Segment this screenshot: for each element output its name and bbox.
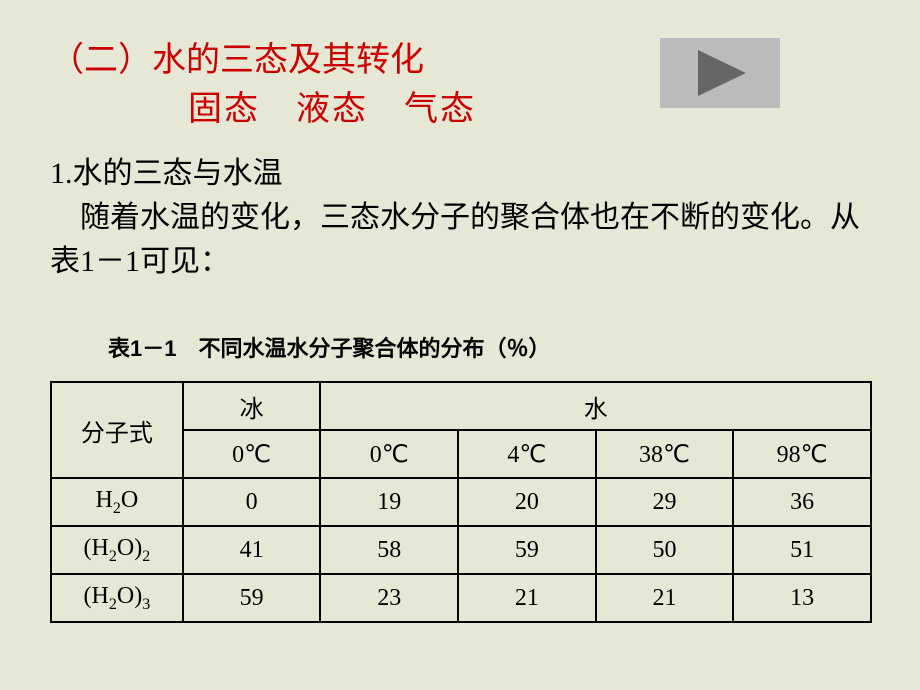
value-cell: 51 [733,526,871,574]
table-row: H2O 0 19 20 29 36 [51,478,871,526]
value-cell: 13 [733,574,871,622]
value-cell: 58 [320,526,458,574]
temp-4: 98℃ [733,430,871,478]
table-row: (H2O)2 41 58 59 50 51 [51,526,871,574]
value-cell: 20 [458,478,596,526]
temp-0: 0℃ [183,430,321,478]
temp-2: 4℃ [458,430,596,478]
value-cell: 21 [596,574,734,622]
value-cell: 59 [183,574,321,622]
value-cell: 21 [458,574,596,622]
body-paragraph: 随着水温的变化，三态水分子的聚合体也在不断的变化。从表1－1可见： [50,196,870,283]
table-header-row-1: 分子式 冰 水 [51,382,871,430]
subheading: 1.水的三态与水温 [50,148,870,192]
data-table-wrap: 分子式 冰 水 0℃ 0℃ 4℃ 38℃ 98℃ H2O 0 19 20 29 … [50,381,870,623]
col-header-water: 水 [320,382,871,430]
temp-1: 0℃ [320,430,458,478]
value-cell: 29 [596,478,734,526]
formula-cell: (H2O)2 [51,526,183,574]
play-icon [690,48,750,98]
value-cell: 59 [458,526,596,574]
col-header-ice: 冰 [183,382,321,430]
value-cell: 41 [183,526,321,574]
col-header-formula: 分子式 [51,382,183,478]
table-caption: 表1－1 不同水温水分子聚合体的分布（％） [108,331,870,363]
formula-cell: (H2O)3 [51,574,183,622]
value-cell: 19 [320,478,458,526]
value-cell: 23 [320,574,458,622]
play-button[interactable] [660,38,780,108]
data-table: 分子式 冰 水 0℃ 0℃ 4℃ 38℃ 98℃ H2O 0 19 20 29 … [50,381,872,623]
value-cell: 50 [596,526,734,574]
formula-cell: H2O [51,478,183,526]
value-cell: 36 [733,478,871,526]
table-row: (H2O)3 59 23 21 21 13 [51,574,871,622]
temp-3: 38℃ [596,430,734,478]
value-cell: 0 [183,478,321,526]
